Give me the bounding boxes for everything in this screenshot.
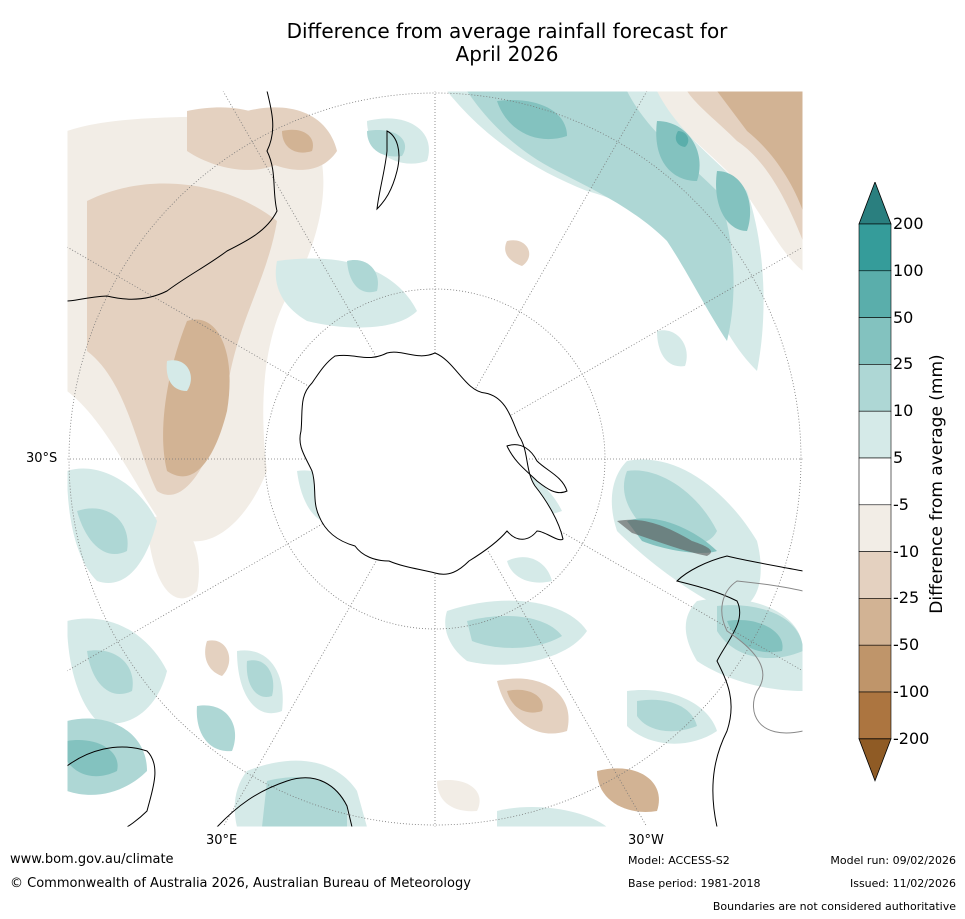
colorbar-title: Difference from average (mm)	[927, 354, 947, 614]
footer-copyright: © Commonwealth of Australia 2026, Austra…	[10, 876, 471, 891]
colorbar-segment	[858, 691, 892, 740]
footer-model: Model: ACCESS-S2	[628, 854, 730, 867]
title-line-2: April 2026	[455, 42, 559, 66]
colorbar-tick-label: -5	[893, 494, 909, 514]
colorbar-tick-label: -100	[893, 682, 930, 701]
colorbar-segment	[858, 317, 892, 365]
colorbar	[858, 182, 892, 782]
antarctic-peninsula	[506, 444, 568, 494]
colorbar-tick-label: 10	[893, 401, 914, 421]
south-america-borders	[721, 580, 803, 734]
longitude-label-30e: 30°E	[206, 833, 238, 848]
colorbar-extend-max	[858, 182, 892, 225]
colorbar-segment	[858, 223, 892, 272]
colorbar-tick-label: -200	[893, 728, 930, 748]
colorbar-tick-label: 25	[893, 354, 914, 374]
longitude-label-30w: 30°W	[628, 833, 664, 848]
antarctica-coastline	[299, 351, 564, 575]
colorbar-tick-label: 200	[893, 214, 924, 233]
colorbar-segment	[858, 270, 892, 318]
colorbar-tick-label: 5	[893, 448, 904, 467]
colorbar-segment	[858, 457, 892, 506]
new-zealand-coastline	[376, 130, 400, 211]
africa-coastline	[67, 746, 353, 827]
colorbar-tick-label: 100	[893, 260, 924, 280]
colorbar-segment	[858, 598, 892, 646]
colorbar-segment	[858, 410, 892, 459]
footer-disclaimer: Boundaries are not considered authoritat…	[712, 900, 956, 913]
title-line-1: Difference from average rainfall forecas…	[286, 19, 728, 43]
footer-url: www.bom.gov.au/climate	[10, 852, 174, 867]
australia-coastline	[67, 91, 278, 302]
dark-anomaly-band	[617, 519, 712, 556]
colorbar-segment	[858, 364, 892, 412]
colorbar-segment	[858, 644, 892, 693]
dry-anomaly-regions	[67, 91, 803, 812]
colorbar-segment	[858, 551, 892, 599]
footer-issued: Issued: 11/02/2026	[849, 877, 956, 890]
colorbar-extend-min	[858, 738, 892, 782]
colorbar-tick-label: -50	[893, 635, 920, 655]
wet-anomaly-regions	[67, 91, 803, 827]
footer-base-period: Base period: 1981-2018	[628, 877, 761, 890]
latitude-label-30s: 30°S	[26, 451, 58, 466]
chart-title: Difference from average rainfall forecas…	[0, 20, 965, 66]
colorbar-segment	[858, 504, 892, 552]
colorbar-tick-label: -10	[893, 541, 920, 561]
colorbar-tick-label: -25	[893, 588, 920, 608]
polar-rainfall-map	[67, 91, 803, 827]
colorbar-tick-label: 50	[893, 307, 914, 327]
footer-model-run: Model run: 09/02/2026	[830, 854, 956, 867]
south-america-coastline	[676, 555, 803, 827]
